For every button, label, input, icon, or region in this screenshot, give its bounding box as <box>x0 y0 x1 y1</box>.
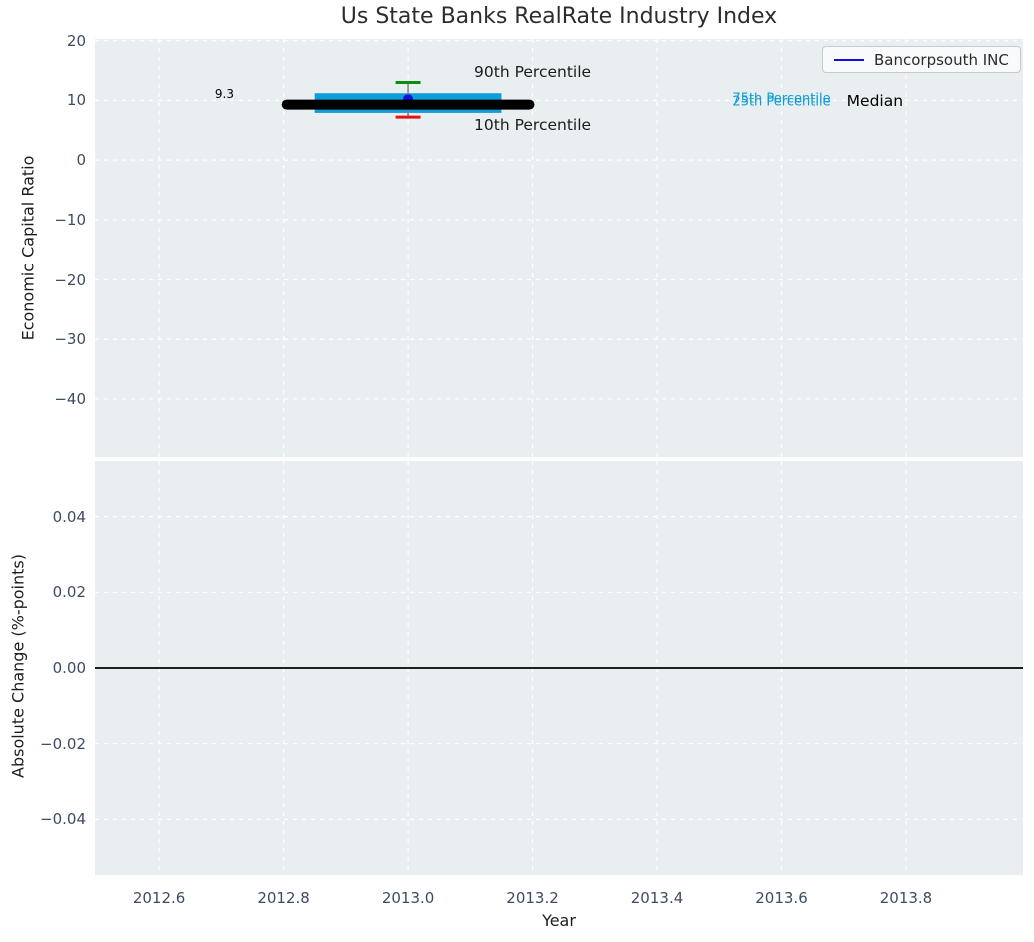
legend-line-icon <box>834 58 864 61</box>
y-tick-label-top: −10 <box>54 210 86 229</box>
top-y-axis-label: Economic Capital Ratio <box>18 155 38 341</box>
y-tick-label-bottom: −0.04 <box>40 810 86 829</box>
x-tick-label: 2013.4 <box>630 889 684 907</box>
legend: Bancorpsouth INC <box>822 46 1021 73</box>
annotation-median: Median <box>846 92 904 111</box>
x-tick-label: 2012.8 <box>257 889 310 907</box>
y-tick-label-bottom: −0.02 <box>40 734 86 753</box>
y-tick-label-bottom: 0.00 <box>52 659 86 677</box>
annotation-75th-percentile: 75th Percentile <box>732 91 831 107</box>
annotation-90th-percentile: 90th Percentile <box>474 63 592 82</box>
chart-title: Us State Banks RealRate Industry Index <box>340 4 778 29</box>
annotation-9-3: 9.3 <box>214 86 234 101</box>
y-tick-label-bottom: 0.04 <box>52 507 86 526</box>
y-tick-label-bottom: 0.02 <box>52 583 86 602</box>
legend-label: Bancorpsouth INC <box>874 50 1009 69</box>
x-axis-label: Year <box>542 911 576 930</box>
top-plot-area <box>95 39 1023 457</box>
y-tick-label-top: −30 <box>54 330 86 349</box>
x-tick-label: 2013.8 <box>879 889 933 907</box>
y-tick-label-top: −40 <box>54 389 86 408</box>
annotation-25th-percentile: 25th Percentile <box>732 94 831 110</box>
annotation-10th-percentile: 10th Percentile <box>474 116 592 135</box>
y-tick-label-top: 0 <box>76 151 86 170</box>
y-tick-label-top: 20 <box>66 31 86 50</box>
x-tick-label: 2013.0 <box>381 889 435 907</box>
y-tick-label-top: −20 <box>54 270 86 289</box>
x-tick-label: 2013.2 <box>506 889 559 907</box>
x-tick-label: 2012.6 <box>132 889 186 907</box>
y-tick-label-top: 10 <box>66 91 86 110</box>
x-tick-label: 2013.6 <box>755 889 808 907</box>
